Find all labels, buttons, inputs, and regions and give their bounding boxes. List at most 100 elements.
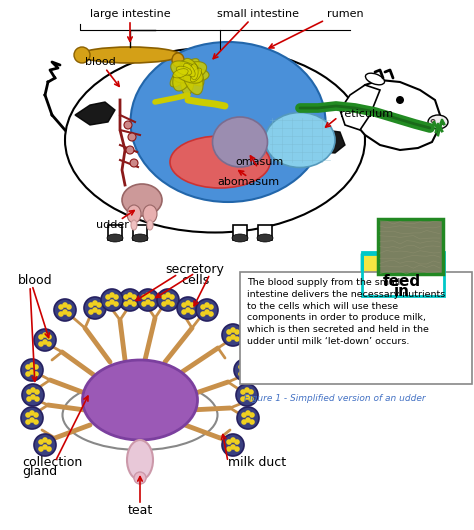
Circle shape [109, 299, 115, 305]
Bar [378, 219, 443, 274]
Circle shape [226, 336, 232, 342]
Circle shape [38, 334, 44, 340]
Circle shape [46, 439, 52, 445]
Ellipse shape [173, 61, 194, 91]
Circle shape [25, 419, 31, 425]
Polygon shape [75, 102, 115, 125]
Circle shape [84, 297, 106, 319]
Circle shape [38, 446, 44, 452]
Circle shape [46, 446, 52, 452]
Circle shape [127, 292, 133, 298]
Circle shape [123, 294, 129, 300]
Ellipse shape [183, 63, 195, 77]
Circle shape [29, 417, 35, 423]
Text: udder: udder [96, 220, 128, 230]
Circle shape [29, 369, 35, 375]
Circle shape [208, 304, 214, 310]
Circle shape [21, 359, 43, 381]
Circle shape [230, 444, 236, 450]
Text: large intestine: large intestine [90, 9, 170, 19]
Ellipse shape [127, 440, 153, 480]
Ellipse shape [212, 117, 267, 167]
Circle shape [33, 364, 39, 370]
Circle shape [38, 341, 44, 347]
Circle shape [200, 311, 206, 317]
Circle shape [396, 96, 404, 104]
Circle shape [58, 311, 64, 317]
Circle shape [185, 307, 191, 313]
Circle shape [181, 309, 187, 315]
Circle shape [42, 444, 48, 450]
Circle shape [237, 407, 259, 429]
Circle shape [33, 371, 39, 377]
Circle shape [126, 146, 134, 154]
Text: Figure 1 - Simplified version of an udder: Figure 1 - Simplified version of an udde… [244, 394, 426, 403]
Ellipse shape [365, 73, 384, 85]
Ellipse shape [130, 42, 326, 202]
Ellipse shape [181, 60, 194, 95]
Circle shape [246, 364, 252, 370]
Circle shape [204, 309, 210, 315]
Circle shape [230, 327, 236, 333]
Circle shape [244, 394, 250, 400]
Text: collection: collection [22, 455, 82, 469]
Circle shape [33, 419, 39, 425]
Text: omasum: omasum [236, 157, 284, 167]
Circle shape [38, 439, 44, 445]
Circle shape [242, 362, 248, 368]
Circle shape [248, 389, 254, 395]
Circle shape [92, 307, 98, 313]
Circle shape [169, 301, 175, 307]
Circle shape [29, 410, 35, 416]
Circle shape [34, 434, 56, 456]
Circle shape [88, 309, 94, 315]
Ellipse shape [431, 119, 435, 122]
Ellipse shape [122, 184, 162, 216]
Circle shape [42, 332, 48, 338]
Polygon shape [362, 255, 440, 278]
Ellipse shape [170, 136, 270, 188]
Circle shape [241, 419, 247, 425]
Circle shape [127, 299, 133, 305]
Circle shape [240, 396, 246, 402]
Ellipse shape [257, 234, 273, 242]
Circle shape [26, 389, 32, 395]
Ellipse shape [173, 61, 207, 83]
Text: cells: cells [181, 273, 209, 287]
Circle shape [46, 341, 52, 347]
Circle shape [181, 302, 187, 308]
Circle shape [105, 301, 111, 307]
Circle shape [34, 329, 56, 351]
Text: rumen: rumen [327, 9, 363, 19]
Circle shape [189, 309, 195, 315]
Circle shape [34, 396, 40, 402]
Circle shape [165, 299, 171, 305]
Ellipse shape [173, 69, 188, 78]
Circle shape [196, 299, 218, 321]
Circle shape [208, 311, 214, 317]
Circle shape [74, 47, 90, 63]
Bar [258, 225, 272, 240]
Circle shape [222, 324, 244, 346]
Circle shape [88, 302, 94, 308]
Text: The blood supply from the small
intestine delivers the necessary nutrients
to th: The blood supply from the small intestin… [247, 278, 445, 346]
Ellipse shape [143, 205, 157, 223]
Circle shape [245, 410, 251, 416]
Circle shape [240, 389, 246, 395]
Circle shape [46, 334, 52, 340]
Ellipse shape [131, 220, 137, 230]
Circle shape [128, 133, 136, 141]
Ellipse shape [134, 472, 146, 484]
Polygon shape [350, 80, 440, 150]
Circle shape [245, 417, 251, 423]
Circle shape [141, 294, 147, 300]
Circle shape [234, 446, 240, 452]
Circle shape [185, 300, 191, 306]
Circle shape [131, 294, 137, 300]
Circle shape [249, 412, 255, 418]
Circle shape [25, 371, 31, 377]
Circle shape [141, 301, 147, 307]
Circle shape [101, 289, 123, 311]
Bar [233, 225, 247, 240]
Circle shape [249, 419, 255, 425]
